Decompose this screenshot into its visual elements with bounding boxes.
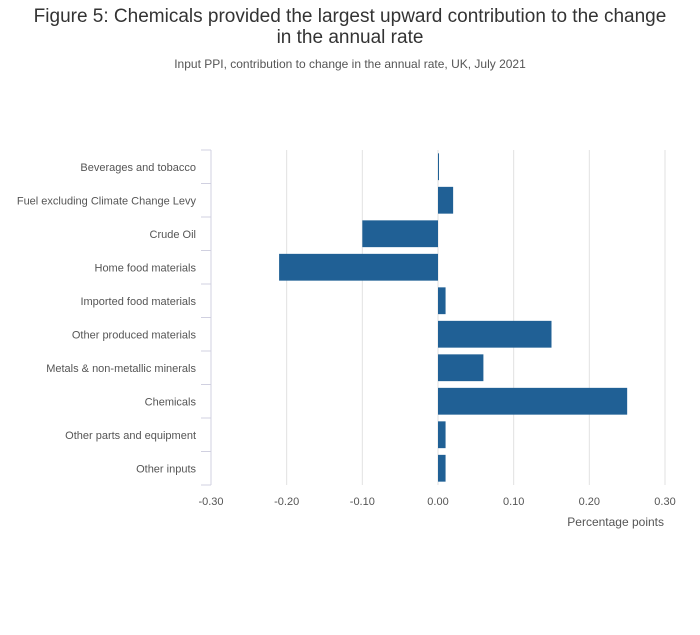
tick-label: -0.20 xyxy=(274,496,299,508)
bar xyxy=(438,320,552,348)
chart-subtitle: Input PPI, contribution to change in the… xyxy=(174,57,526,71)
tick-label: 0.20 xyxy=(579,496,600,508)
chart-title: Figure 5: Chemicals provided the largest… xyxy=(0,6,700,48)
chart-title-line-2: in the annual rate xyxy=(276,27,424,48)
tick-labels: -0.30 -0.20 -0.10 0.00 0.10 0.20 0.30 xyxy=(198,496,675,508)
tick-label: 0.30 xyxy=(654,496,675,508)
category-label: Imported food materials xyxy=(80,296,196,308)
bar xyxy=(438,153,439,181)
bars xyxy=(279,153,628,482)
category-label: Other parts and equipment xyxy=(65,430,196,442)
category-labels: Beverages and tobacco Fuel excluding Clim… xyxy=(17,162,197,476)
bar xyxy=(438,421,446,449)
category-axis xyxy=(201,149,212,486)
tick-label: 0.00 xyxy=(427,496,448,508)
bar xyxy=(438,186,454,214)
chart-title-line-1: Figure 5: Chemicals provided the largest… xyxy=(33,6,667,27)
category-label: Crude Oil xyxy=(150,229,196,241)
category-label: Home food materials xyxy=(95,262,197,274)
tick-label: -0.30 xyxy=(198,496,223,508)
bar xyxy=(362,220,438,248)
category-label: Fuel excluding Climate Change Levy xyxy=(17,195,197,207)
bar xyxy=(438,354,484,382)
x-axis-title: Percentage points xyxy=(567,515,664,529)
tick-label: 0.10 xyxy=(503,496,524,508)
tick-label: -0.10 xyxy=(350,496,375,508)
category-label: Other inputs xyxy=(136,463,196,475)
category-label: Chemicals xyxy=(145,396,197,408)
gridlines xyxy=(286,150,666,485)
bar xyxy=(438,454,446,482)
bar xyxy=(438,287,446,315)
bar xyxy=(279,253,438,281)
bar xyxy=(438,387,628,415)
category-label: Other produced materials xyxy=(72,329,197,341)
category-label: Metals & non-metallic minerals xyxy=(46,363,196,375)
category-label: Beverages and tobacco xyxy=(80,162,196,174)
